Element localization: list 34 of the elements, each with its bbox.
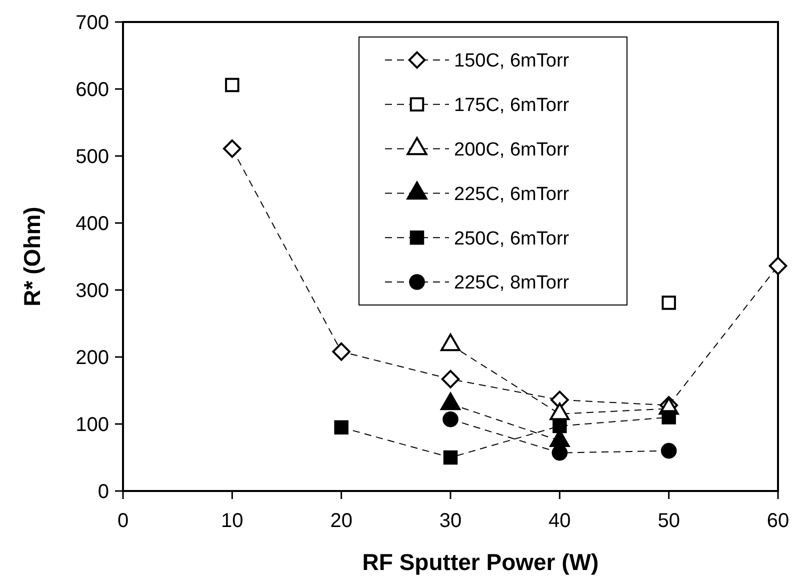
point <box>441 370 460 388</box>
legend-label: 150C, 6mTorr <box>454 50 570 72</box>
y-axis-title: R* (Ohm) <box>19 206 45 306</box>
y-tick-label: 0 <box>98 481 109 503</box>
y-tick-label: 400 <box>76 213 109 235</box>
x-tick-label: 40 <box>548 510 571 532</box>
x-axis-title: RF Sputter Power (W) <box>362 549 599 575</box>
y-tick-label: 100 <box>76 414 109 436</box>
y-tick-label: 600 <box>76 79 109 101</box>
x-tick-label: 50 <box>658 510 680 532</box>
y-tick-label: 300 <box>76 280 109 302</box>
point <box>223 139 242 158</box>
legend-label: 225C, 8mTorr <box>454 272 570 294</box>
point <box>334 420 348 434</box>
x-tick-label: 30 <box>439 510 462 532</box>
point <box>768 256 788 276</box>
x-tick-label: 20 <box>330 510 352 532</box>
x-tick-label: 10 <box>221 510 244 532</box>
point <box>332 342 350 361</box>
x-tick-label: 0 <box>117 510 129 532</box>
point <box>443 450 458 465</box>
y-tick-label: 200 <box>76 347 109 369</box>
point <box>662 410 676 424</box>
point <box>225 78 240 92</box>
y-tick-label: 700 <box>76 12 109 34</box>
point <box>662 296 676 310</box>
legend-label: 200C, 6mTorr <box>454 139 570 160</box>
point <box>442 411 458 428</box>
legend-label: 175C, 6mTorr <box>454 95 570 116</box>
legend-label: 225C, 6mTorr <box>454 184 570 205</box>
point <box>660 442 677 459</box>
x-tick-label: 60 <box>766 510 790 532</box>
legend-label: 250C, 6mTorr <box>454 228 570 250</box>
y-tick-label: 500 <box>76 146 109 168</box>
